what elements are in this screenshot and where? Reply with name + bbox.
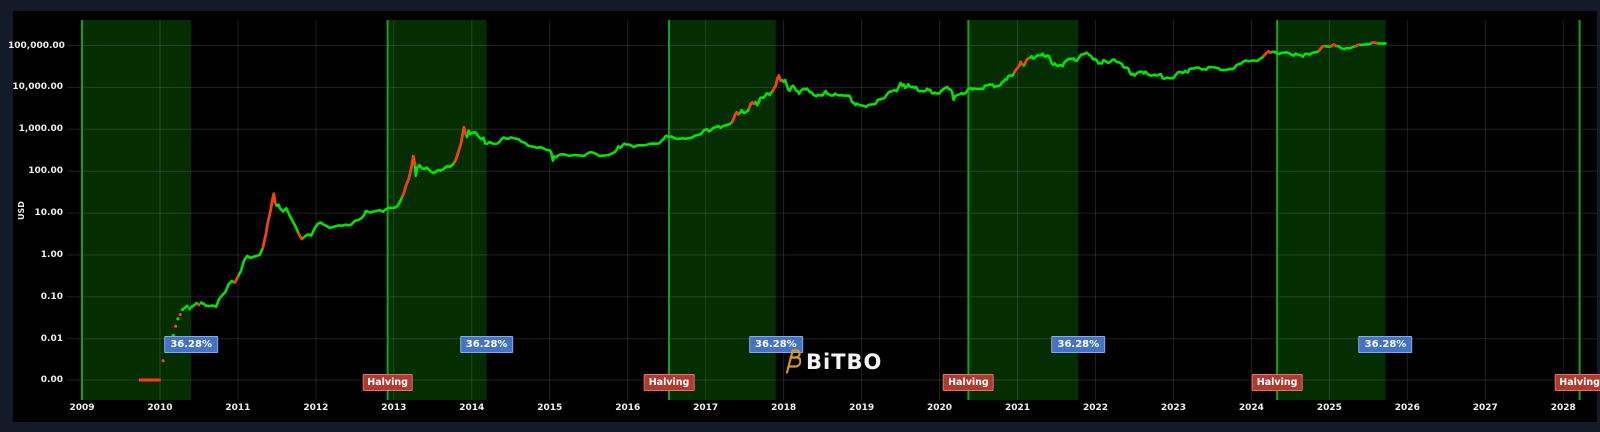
- y-tick-label: 0.00: [40, 375, 63, 385]
- y-tick-label: 0.10: [40, 291, 63, 302]
- x-tick-label: 2025: [1316, 403, 1342, 413]
- bitbo-logo-text: BiTBO: [806, 349, 883, 374]
- cycle-progress-badge: 36.28%: [1358, 336, 1413, 353]
- cycle-progress-badge: 36.28%: [459, 336, 514, 353]
- y-tick-label: 100.00: [28, 166, 63, 177]
- y-tick-label: 10.00: [34, 208, 63, 219]
- x-tick-label: 2024: [1238, 403, 1264, 413]
- x-tick-label: 2020: [927, 403, 953, 413]
- x-tick-label: 2010: [147, 403, 173, 413]
- halving-badge: Halving: [1251, 374, 1303, 391]
- y-tick-label: 0.01: [40, 333, 63, 344]
- x-tick-label: 2028: [1550, 403, 1576, 413]
- cycle-progress-badge: 36.28%: [749, 336, 803, 353]
- cycle-progress-badge: 36.28%: [1051, 336, 1106, 353]
- cycle-progress-badge: 36.28%: [164, 336, 218, 353]
- x-tick-label: 2013: [381, 403, 407, 413]
- x-tick-label: 2021: [1004, 403, 1031, 413]
- x-tick-label: 2009: [69, 403, 95, 413]
- x-tick-label: 2016: [615, 403, 641, 413]
- y-tick-label: 100,000.00: [8, 40, 65, 51]
- x-tick-label: 2017: [693, 403, 719, 413]
- x-tick-label: 2012: [303, 403, 329, 413]
- y-tick-label: 1,000.00: [18, 124, 63, 135]
- y-axis-unit-label: USD: [16, 201, 26, 220]
- x-tick-label: 2011: [225, 403, 251, 413]
- halving-badge: Halving: [362, 374, 413, 391]
- bitbo-watermark: BiTBO: [782, 348, 882, 375]
- x-tick-label: 2026: [1394, 403, 1420, 413]
- halving-badge: Halving: [943, 374, 994, 391]
- x-tick-label: 2014: [459, 403, 485, 413]
- y-tick-label: 1.00: [40, 250, 63, 260]
- x-tick-label: 2023: [1160, 403, 1186, 413]
- x-tick-label: 2027: [1472, 403, 1498, 413]
- x-tick-label: 2018: [771, 403, 797, 413]
- halving-badge: Halving: [1554, 374, 1600, 391]
- x-tick-label: 2019: [849, 403, 875, 413]
- bitbo-logo-icon: [785, 349, 801, 374]
- x-tick-label: 2022: [1082, 403, 1108, 413]
- x-tick-label: 2015: [537, 403, 563, 413]
- halving-badge: Halving: [643, 374, 695, 391]
- y-tick-label: 10,000.00: [12, 82, 63, 93]
